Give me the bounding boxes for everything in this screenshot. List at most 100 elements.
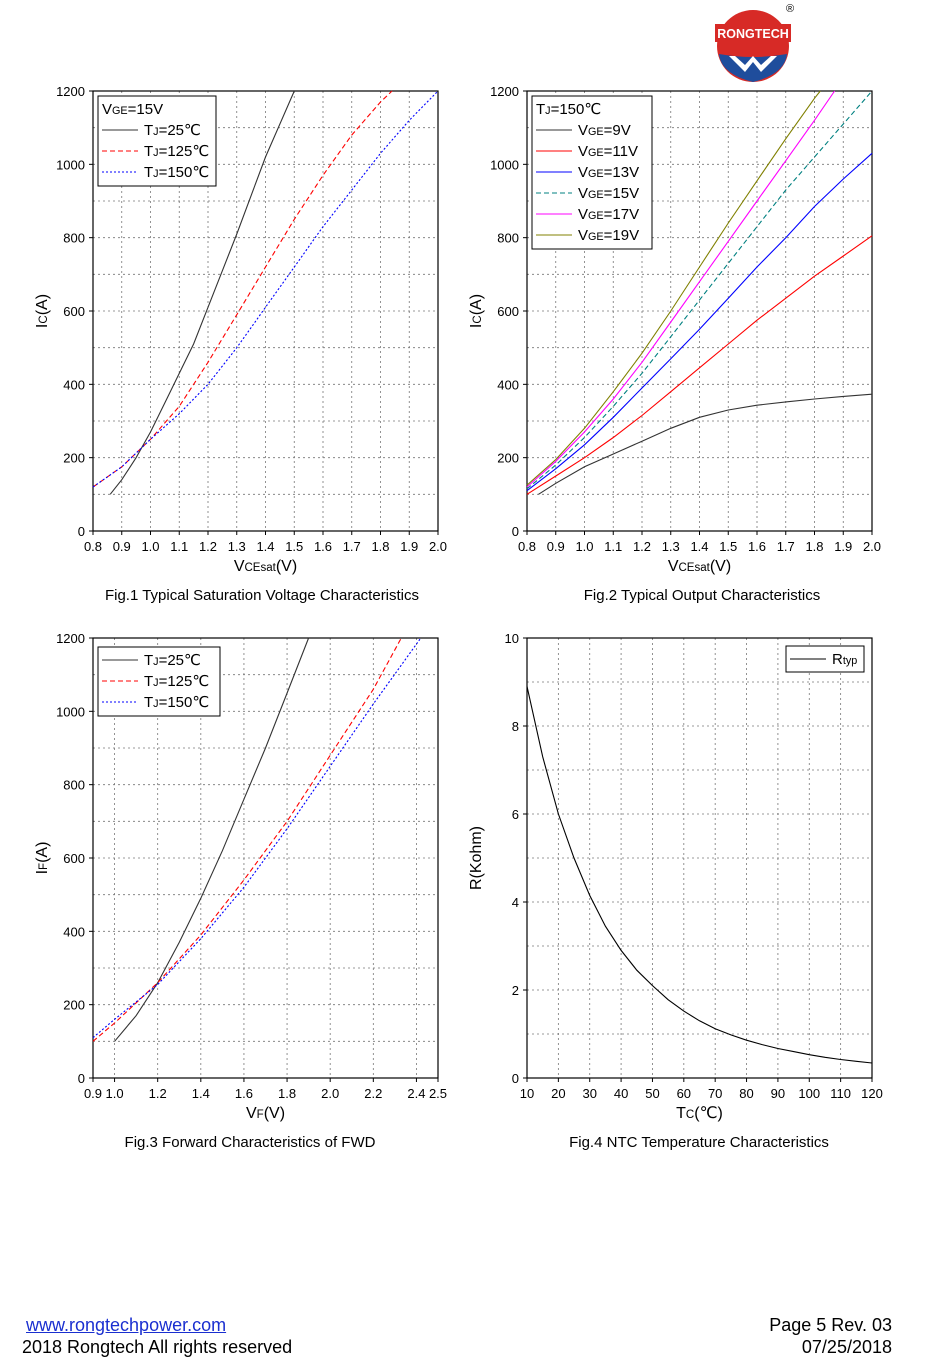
figure-caption: Fig.3 Forward Characteristics of FWD xyxy=(125,1134,376,1151)
y-tick-label: 200 xyxy=(63,451,85,466)
legend-title: TJ=150℃ xyxy=(536,101,601,118)
x-tick-label: 1.9 xyxy=(400,539,418,554)
legend-entry: TJ=125℃ xyxy=(144,143,209,160)
x-tick-label: 1.1 xyxy=(604,539,622,554)
copyright-text: 2018 Rongtech All rights reserved xyxy=(22,1337,293,1357)
y-tick-label: 6 xyxy=(512,807,519,822)
y-tick-label: 200 xyxy=(497,451,519,466)
revision-date: 07/25/2018 xyxy=(801,1337,892,1357)
legend-entry: TJ=125℃ xyxy=(144,673,209,690)
x-tick-label: 0.8 xyxy=(518,539,536,554)
legend-entry: TJ=150℃ xyxy=(144,164,209,181)
rongtech-emblem-icon: RONGTECH ® xyxy=(715,3,794,82)
x-axis-label: VCEsat(V) xyxy=(668,558,731,575)
series-line xyxy=(526,90,873,490)
y-tick-label: 1200 xyxy=(56,631,85,646)
series-line xyxy=(526,152,873,492)
x-tick-label: 100 xyxy=(798,1086,820,1101)
x-tick-label: 120 xyxy=(861,1086,883,1101)
x-tick-label: 10 xyxy=(520,1086,534,1101)
y-tick-label: 0 xyxy=(78,1071,85,1086)
legend-entry: VGE=19V xyxy=(578,227,639,244)
x-tick-label: 1.9 xyxy=(834,539,852,554)
x-tick-label: 1.7 xyxy=(777,539,795,554)
series-line xyxy=(92,637,402,1042)
figure-caption: Fig.1 Typical Saturation Voltage Charact… xyxy=(105,587,419,604)
y-tick-label: 400 xyxy=(63,377,85,392)
x-tick-label: 20 xyxy=(551,1086,565,1101)
series-line xyxy=(526,90,836,488)
x-tick-label: 1.5 xyxy=(719,539,737,554)
x-tick-label: 2.0 xyxy=(321,1086,339,1101)
x-tick-label: 1.4 xyxy=(192,1086,210,1101)
y-tick-label: 800 xyxy=(497,231,519,246)
y-tick-label: 8 xyxy=(512,719,519,734)
x-tick-label: 1.1 xyxy=(170,539,188,554)
x-tick-label: 2.0 xyxy=(863,539,881,554)
website-link[interactable]: www.rongtechpower.com xyxy=(26,1315,227,1335)
legend-entry: VGE=9V xyxy=(578,122,631,139)
x-tick-label: 1.4 xyxy=(256,539,274,554)
x-tick-label: 1.3 xyxy=(662,539,680,554)
svg-text:®: ® xyxy=(786,3,794,15)
series-line xyxy=(526,90,821,486)
x-tick-label: 1.0 xyxy=(141,539,159,554)
y-tick-label: 200 xyxy=(63,998,85,1013)
x-axis-label: TC(℃) xyxy=(676,1105,723,1122)
y-axis-label: IC(A) xyxy=(34,294,51,328)
x-tick-label: 2.5 xyxy=(429,1086,447,1101)
x-tick-label: 60 xyxy=(677,1086,691,1101)
legend-entry: VGE=13V xyxy=(578,164,639,181)
page-revision: Page 5 Rev. 03 xyxy=(769,1315,892,1335)
legend-entry: Rtyp xyxy=(832,651,857,668)
x-tick-label: 0.8 xyxy=(84,539,102,554)
y-tick-label: 600 xyxy=(63,304,85,319)
x-tick-label: 1.8 xyxy=(278,1086,296,1101)
x-tick-label: 1.2 xyxy=(199,539,217,554)
x-tick-label: 1.6 xyxy=(314,539,332,554)
svg-text:RONGTECH: RONGTECH xyxy=(717,27,789,41)
y-tick-label: 10 xyxy=(505,631,519,646)
y-tick-label: 400 xyxy=(63,924,85,939)
x-tick-label: 1.8 xyxy=(805,539,823,554)
y-tick-label: 800 xyxy=(63,231,85,246)
y-tick-label: 1000 xyxy=(56,704,85,719)
legend-title: VGE=15V xyxy=(102,101,163,118)
legend-box xyxy=(97,95,217,187)
y-tick-label: 1000 xyxy=(490,157,519,172)
x-tick-label: 50 xyxy=(645,1086,659,1101)
series-line xyxy=(526,686,873,1064)
x-tick-label: 1.3 xyxy=(228,539,246,554)
y-tick-label: 0 xyxy=(512,524,519,539)
x-tick-label: 80 xyxy=(739,1086,753,1101)
legend-entry: VGE=11V xyxy=(578,143,638,160)
x-tick-label: 1.2 xyxy=(149,1086,167,1101)
legend-entry: TJ=25℃ xyxy=(144,652,201,669)
series-line xyxy=(526,235,873,495)
x-tick-label: 2.4 xyxy=(407,1086,425,1101)
legend-entry: TJ=150℃ xyxy=(144,694,209,711)
legend-entry: VGE=15V xyxy=(578,185,639,202)
series-line xyxy=(114,637,310,1042)
y-tick-label: 0 xyxy=(512,1071,519,1086)
y-tick-label: 1000 xyxy=(56,157,85,172)
x-axis-label: VF(V) xyxy=(246,1105,285,1122)
y-axis-label: IF(A) xyxy=(34,842,51,875)
x-tick-label: 1.8 xyxy=(371,539,389,554)
x-tick-label: 2.2 xyxy=(364,1086,382,1101)
x-tick-label: 1.0 xyxy=(575,539,593,554)
y-tick-label: 800 xyxy=(63,778,85,793)
x-tick-label: 40 xyxy=(614,1086,628,1101)
x-axis-label: VCEsat(V) xyxy=(234,558,297,575)
figure-4: 10 20 30 40 50 60 70 80 90 100 110 120 0 2 4 6 8 10 TC(℃) R… xyxy=(468,631,883,1151)
legend-entry: VGE=17V xyxy=(578,206,639,223)
y-tick-label: 1200 xyxy=(490,84,519,99)
y-tick-label: 2 xyxy=(512,983,519,998)
x-tick-label: 0.9 xyxy=(84,1086,102,1101)
y-tick-label: 4 xyxy=(512,895,519,910)
x-tick-label: 70 xyxy=(708,1086,722,1101)
x-tick-label: 1.2 xyxy=(633,539,651,554)
x-tick-label: 2.0 xyxy=(429,539,447,554)
y-tick-label: 600 xyxy=(497,304,519,319)
